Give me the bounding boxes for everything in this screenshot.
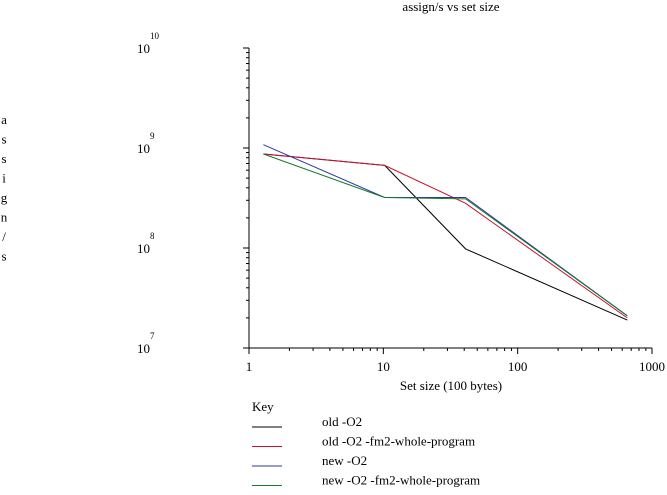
y-axis-label: assign/s xyxy=(1,112,8,264)
chart-title: assign/s vs set size xyxy=(402,0,499,14)
y-tick-label-base: 10 xyxy=(137,141,150,156)
x-tick-label: 100 xyxy=(508,359,528,374)
legend-label: new -O2 -fm2-whole-program xyxy=(322,473,480,488)
y-axis-label-char: s xyxy=(1,249,6,264)
y-axis-label-char: / xyxy=(2,229,6,244)
y-tick-label-base: 10 xyxy=(137,241,150,256)
y-tick-label-exponent: 9 xyxy=(150,131,155,141)
x-tick-label: 1000 xyxy=(639,359,665,374)
legend-title: Key xyxy=(252,399,274,414)
legend-label: old -O2 -fm2-whole-program xyxy=(322,434,475,449)
legend-label: old -O2 xyxy=(322,414,362,429)
series-line xyxy=(263,153,628,321)
series-line xyxy=(263,153,628,317)
series-line xyxy=(263,153,628,319)
y-tick-label-exponent: 10 xyxy=(150,31,160,41)
y-tick-label-base: 10 xyxy=(137,341,150,356)
x-tick-label: 10 xyxy=(377,359,390,374)
y-axis-label-char: g xyxy=(1,190,8,205)
legend-label: new -O2 xyxy=(322,453,367,468)
x-tick-label: 1 xyxy=(246,359,253,374)
plot-series xyxy=(263,144,628,321)
y-axis-label-char: s xyxy=(1,151,6,166)
x-axis-label: Set size (100 bytes) xyxy=(400,378,502,393)
y-axis-label-char: a xyxy=(1,112,7,127)
series-line xyxy=(263,144,628,317)
y-axis-label-char: i xyxy=(2,171,6,186)
y-axis-label-char: n xyxy=(1,210,8,225)
y-axis-label-char: s xyxy=(1,132,6,147)
y-tick-label-exponent: 8 xyxy=(150,231,155,241)
y-tick-label-base: 10 xyxy=(137,41,150,56)
x-axis: 1 10 100 1000 xyxy=(246,347,665,374)
y-tick-label-exponent: 7 xyxy=(150,331,155,341)
legend: Key old -O2 old -O2 -fm2-whole-program new… xyxy=(252,399,480,488)
